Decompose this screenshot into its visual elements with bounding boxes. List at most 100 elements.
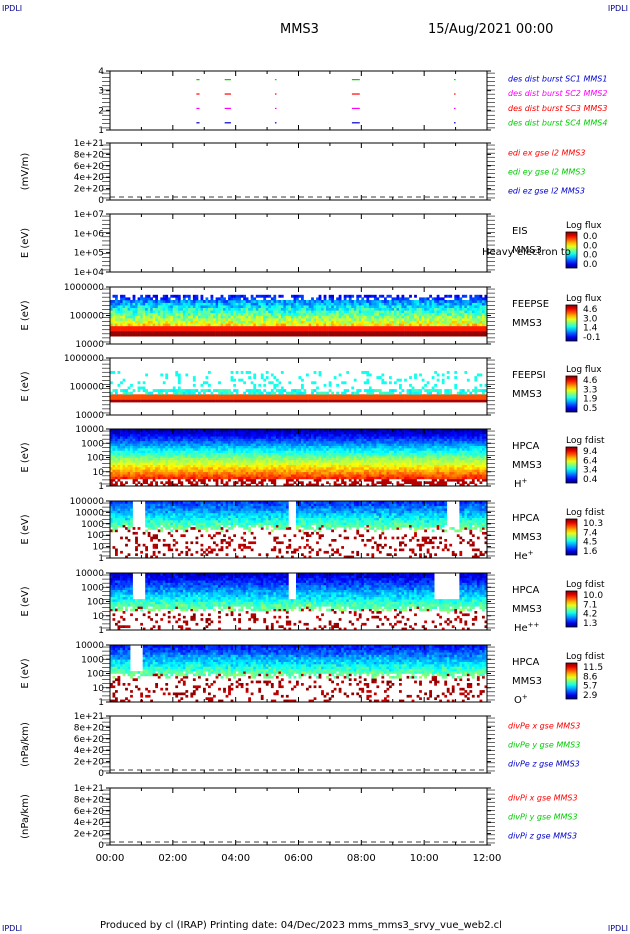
spectrogram-cell xyxy=(243,320,246,324)
spectrogram-cell xyxy=(308,333,312,337)
spectrogram-cell xyxy=(258,315,262,319)
spectrogram-cell xyxy=(389,315,392,319)
spectrogram-cell xyxy=(225,445,229,449)
spectrogram-cell xyxy=(127,302,131,306)
spectrogram-cell xyxy=(142,478,146,482)
spectrogram-cell xyxy=(479,389,483,392)
spectrogram-cell xyxy=(446,333,450,337)
spectrogram-cell xyxy=(333,333,337,337)
spectrogram-cell xyxy=(461,310,465,314)
spectrogram-cell xyxy=(333,394,337,398)
spectrogram-cell xyxy=(263,383,267,387)
colorbar-tick-label: 0.0 xyxy=(583,232,598,242)
spectrogram-cell xyxy=(368,310,372,314)
spectrogram-cell xyxy=(363,323,367,327)
spectrogram-cell xyxy=(444,389,448,392)
spectrogram-cell xyxy=(150,300,153,303)
spectrogram-cell xyxy=(278,399,282,403)
spectrogram-cell xyxy=(451,307,455,311)
spectrogram-cell xyxy=(283,310,287,314)
spectrogram-cell xyxy=(351,315,355,319)
spectrogram-cell xyxy=(132,302,136,306)
spectrogram-cell xyxy=(456,320,460,324)
spectrogram-cell xyxy=(225,436,229,439)
spectrogram-cell xyxy=(137,333,141,337)
spectrogram-cell xyxy=(265,305,269,308)
spectrogram-cell xyxy=(313,312,317,316)
spectrogram-cell xyxy=(122,455,126,458)
spectrogram-cell xyxy=(240,399,244,403)
spectrogram-cell xyxy=(258,389,262,392)
spectrogram-cell xyxy=(215,476,219,480)
spectrogram-cell xyxy=(177,386,181,390)
spectrogram-cell xyxy=(145,373,148,377)
spectrogram-cell xyxy=(288,331,292,334)
spectrogram-cell xyxy=(253,431,257,435)
spectrogram-cell xyxy=(200,440,204,444)
spectrogram-cell xyxy=(218,445,221,449)
spectrogram-cell xyxy=(288,394,292,398)
spectrogram-cell xyxy=(185,328,189,332)
spectrogram-cell xyxy=(406,305,410,308)
spectrogram-cell xyxy=(235,294,239,298)
spectrogram-cell xyxy=(416,389,420,392)
spectrogram-cell xyxy=(117,318,121,321)
spectrogram-cell xyxy=(444,315,448,319)
spectrogram-cell xyxy=(187,450,191,454)
spectrogram-cell xyxy=(185,389,189,392)
spectrogram-cell xyxy=(132,440,136,444)
spectrogram-cell xyxy=(479,320,483,324)
spectrogram-cell xyxy=(145,436,148,439)
spectrogram-cell xyxy=(476,305,480,308)
spectrogram-cell xyxy=(230,457,234,461)
spectrogram-cell xyxy=(456,297,460,301)
spectrogram-cell xyxy=(243,318,246,321)
spectrogram-cell xyxy=(175,305,179,308)
spectrogram-cell xyxy=(466,307,470,311)
spectrogram-cell xyxy=(356,394,360,398)
spectrogram-cell xyxy=(152,328,156,332)
spectrogram-cell xyxy=(205,429,209,432)
spectrogram-cell xyxy=(245,429,249,432)
spectrogram-cell xyxy=(115,471,118,475)
spectrogram-cell xyxy=(446,396,450,400)
spectrogram-cell xyxy=(308,310,312,314)
spectrogram-cell xyxy=(479,297,483,301)
spectrogram-cell xyxy=(132,305,136,308)
spectrogram-cell xyxy=(215,307,219,311)
spectrogram-cell xyxy=(192,376,196,379)
spectrogram-cell xyxy=(409,315,412,319)
spectrogram-cell xyxy=(160,450,164,454)
spectrogram-cell xyxy=(115,396,118,400)
spectrogram-cell xyxy=(461,394,465,398)
spectrogram-cell xyxy=(112,302,116,306)
spectrogram-cell xyxy=(255,310,259,314)
spectrogram-cell xyxy=(200,471,204,475)
spectrogram-cell xyxy=(396,300,400,303)
spectrogram-cell xyxy=(414,307,417,311)
spectrogram-cell xyxy=(195,445,199,449)
spectrogram-cell xyxy=(321,333,324,337)
spectrogram-cell xyxy=(110,318,113,321)
spectrogram-cell xyxy=(152,438,156,442)
spectrogram-cell xyxy=(210,464,214,468)
spectrogram-cell xyxy=(316,331,319,334)
y-tick-label: 8e+20 xyxy=(74,150,105,160)
spectrogram-cell xyxy=(296,305,299,308)
spectrogram-cell xyxy=(306,399,309,403)
spectrogram-cell xyxy=(165,429,169,432)
spectrogram-cell xyxy=(228,445,231,449)
spectrogram-cell xyxy=(371,300,375,303)
spectrogram-cell xyxy=(225,464,229,468)
spectrogram-cell xyxy=(208,305,211,308)
spectrogram-cell xyxy=(291,333,294,337)
spectrogram-cell xyxy=(135,445,138,449)
spectrogram-cell xyxy=(190,476,194,480)
spectrogram-cell xyxy=(338,312,342,316)
spectrogram-cell xyxy=(122,483,126,487)
spectrogram-cell xyxy=(421,331,425,334)
spectrogram-cell xyxy=(223,305,226,308)
spectrogram-cell xyxy=(343,323,347,327)
spectrogram-cell xyxy=(150,318,153,321)
spectrogram-cell xyxy=(323,297,327,301)
